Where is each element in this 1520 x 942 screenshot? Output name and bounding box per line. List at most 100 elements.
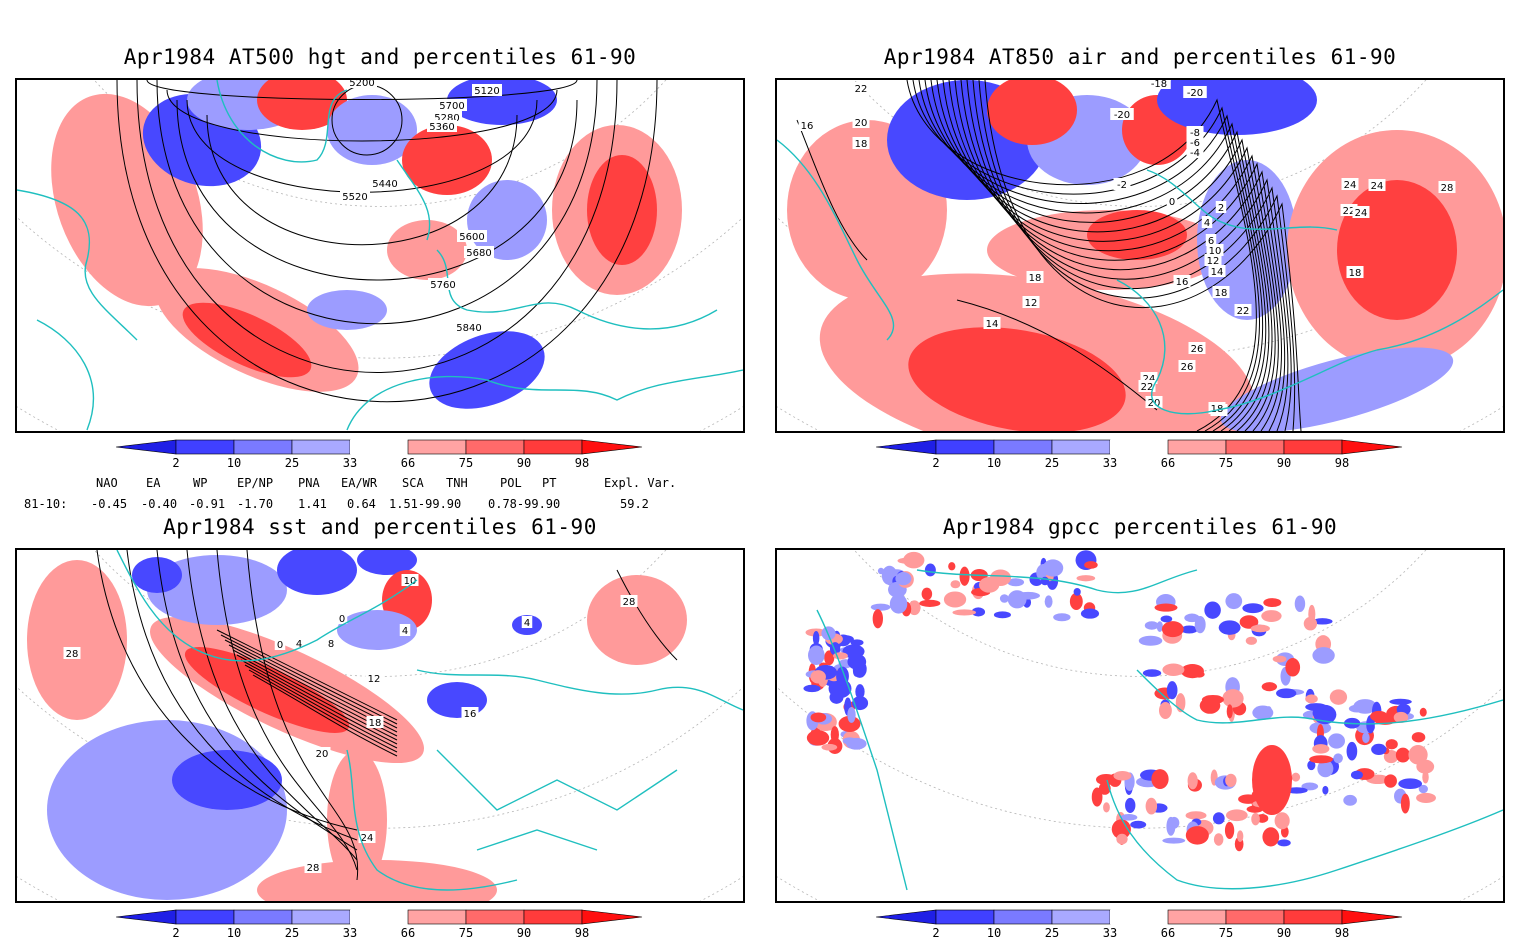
contour-label-box (1346, 266, 1364, 278)
anomaly-positive (1187, 772, 1198, 790)
colorbar-segment (935, 439, 995, 455)
colorbar-segment (407, 439, 467, 455)
contour-line (156, 550, 358, 851)
colorbar-segment (175, 909, 235, 925)
index-value-ea: -0.40 (141, 497, 178, 511)
anomaly-positive (1400, 793, 1410, 814)
colorbar-tick-label: 98 (1334, 926, 1350, 940)
anomaly-positive (1312, 744, 1330, 754)
anomaly-positive (979, 576, 1000, 593)
colorbar-tick-label: 66 (1160, 926, 1176, 940)
anomaly-negative (1218, 620, 1241, 635)
contour-label-box (1022, 296, 1040, 308)
anomaly-negative (1194, 616, 1206, 634)
anomaly-positive (257, 80, 347, 130)
anomaly-positive (1385, 739, 1398, 750)
coastline-europe (1146, 169, 1338, 231)
contour-label: 22 (1343, 206, 1356, 217)
anomaly-positive (824, 650, 835, 666)
anomaly-positive (327, 750, 387, 890)
colorbar-segment (1167, 909, 1227, 925)
contour-line (978, 80, 1296, 431)
anomaly-positive (1422, 770, 1429, 784)
contour-label-box (1186, 126, 1204, 138)
colorbar-tick-label: 98 (574, 456, 590, 470)
contour-label: 2 (1218, 203, 1224, 214)
contour-label: 24 (1344, 180, 1357, 191)
colorbar-segment (1051, 909, 1111, 925)
colorbar-tick-label: 75 (458, 926, 474, 940)
anomaly-negative (1007, 590, 1027, 609)
anomaly-positive (1185, 826, 1209, 845)
anomaly-negative (1276, 688, 1297, 699)
anomaly-positive (872, 609, 883, 629)
contour-label: 5760 (430, 280, 455, 291)
anomaly-negative (1418, 784, 1428, 794)
anomaly-negative (1166, 681, 1178, 700)
anomaly-negative (1317, 759, 1334, 778)
colorbar-tick-label: 66 (1160, 456, 1176, 470)
colorbar-tick-label: 33 (1102, 926, 1118, 940)
contour-label-box (1208, 265, 1226, 277)
index-header-sca: SCA (402, 476, 424, 490)
anomaly-negative (1180, 625, 1198, 634)
index-value-eawr: 0.64 (347, 497, 376, 511)
contour-label: 18 (1215, 288, 1228, 299)
colorbar-segment (1283, 439, 1343, 455)
contour-label: 6 (1208, 236, 1214, 247)
anomaly-positive (1272, 655, 1287, 663)
contour-label-box (1178, 360, 1196, 372)
contour-label: 22 (1237, 306, 1250, 317)
colorbar-segment (175, 439, 235, 455)
anomaly-positive (1262, 827, 1280, 847)
contour-label: 0 (277, 640, 283, 651)
contour-label-box (1173, 275, 1191, 287)
anomaly-positive (1274, 812, 1290, 830)
anomaly-negative (812, 631, 820, 646)
anomaly-negative (1130, 820, 1147, 829)
anomaly-negative (1007, 578, 1025, 587)
anomaly-positive (1408, 744, 1428, 765)
anomaly-positive (1103, 802, 1110, 813)
anomaly-positive (1291, 772, 1301, 782)
anomaly-negative (1301, 782, 1319, 791)
contour-label-box (472, 84, 502, 96)
anomaly-positive (1370, 710, 1388, 722)
anomaly-negative (1212, 812, 1225, 825)
anomaly-positive (908, 600, 921, 616)
index-header-pt: PT (542, 476, 557, 490)
contour-label: 5200 (349, 80, 374, 89)
contour-label-box (1186, 136, 1204, 148)
anomaly-negative (1307, 760, 1316, 771)
contour-label: 26 (1191, 344, 1204, 355)
anomaly-positive (1239, 615, 1259, 629)
anomaly-negative (307, 290, 387, 330)
anomaly-positive (1303, 616, 1318, 631)
index-value-epnp: -1.70 (237, 497, 274, 511)
colorbar-tick-label: 75 (1218, 456, 1234, 470)
anomaly-positive (182, 302, 312, 378)
anomaly-positive (821, 743, 838, 751)
contour-label-box (852, 137, 870, 149)
anomaly-positive (1393, 711, 1409, 723)
anomaly-negative (971, 607, 986, 617)
anomaly-negative (1398, 778, 1423, 790)
contour-label: 0 (339, 614, 345, 625)
contour-label-box (1234, 304, 1252, 316)
colorbar-arrow-high (581, 909, 643, 925)
anomaly-positive (387, 220, 467, 280)
colorbar-segment (350, 440, 408, 454)
colorbar-tick-label: 66 (400, 926, 416, 940)
index-header-epnp: EP/NP (237, 476, 274, 490)
contour-label-box (983, 317, 1001, 329)
panel-title-at850: Apr1984 AT850 air and percentiles 61-90 (883, 45, 1397, 69)
colorbar-arrow-high (1341, 909, 1403, 925)
colorbar-segment (465, 909, 525, 925)
contour-label-box (1110, 108, 1134, 120)
colorbar-segment (993, 909, 1053, 925)
anomaly-positive (1416, 792, 1436, 804)
colorbar-segment (1051, 439, 1111, 455)
colorbar-tick-label: 90 (1276, 926, 1292, 940)
anomaly-negative (1343, 794, 1357, 806)
contour-label: -4 (1190, 148, 1200, 159)
